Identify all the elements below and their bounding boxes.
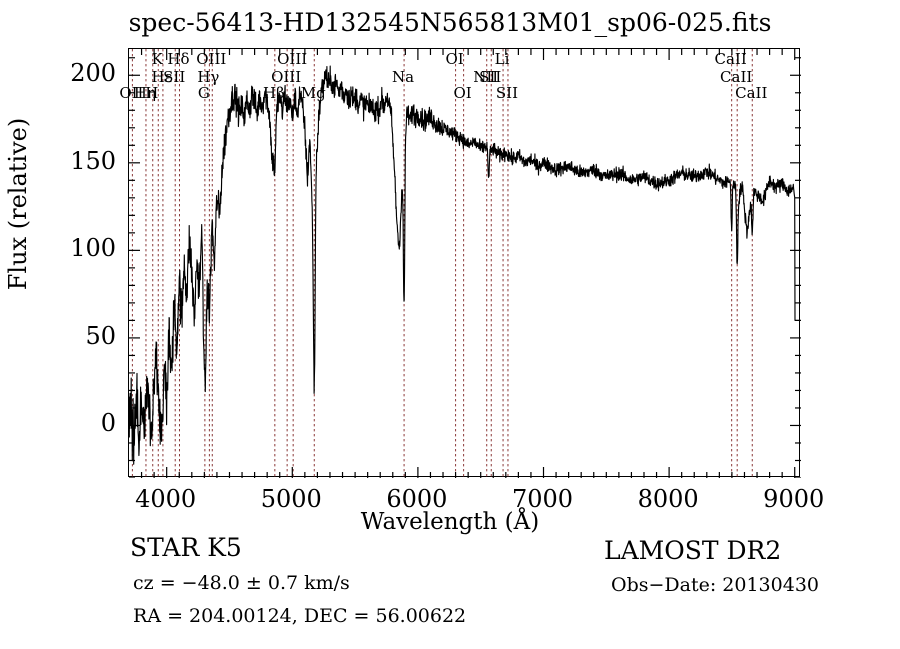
y-tick-0: 0 — [100, 409, 116, 438]
line-label-CaII-8542: CaII — [720, 68, 753, 86]
line-label-Li-6678: Li — [494, 50, 510, 68]
line-label-CaII-8662: CaII — [735, 84, 768, 102]
line-label-SII-6717: SII — [495, 84, 519, 102]
survey-name: LAMOST DR2 — [604, 536, 782, 565]
line-label-OI-6364: OI — [453, 84, 472, 102]
x-tick-9000: 9000 — [763, 485, 825, 513]
line-label-K-3933: K — [151, 50, 163, 68]
line-label-H-3889: H — [145, 84, 159, 102]
line-label-Mg-5175: Mg — [300, 84, 326, 102]
line-label-NII-6548: NII — [473, 68, 499, 86]
line-label-OIII-4959: OIII — [271, 68, 302, 86]
plot-area — [128, 48, 801, 478]
y-tick-100: 100 — [70, 234, 116, 263]
line-label-H-4340: Hγ — [197, 68, 220, 86]
line-label-OIII-4363: OIII — [196, 50, 227, 68]
line-label-Na-5890: Na — [392, 68, 415, 86]
line-label-H-4102: Hδ — [167, 50, 190, 68]
y-axis-label: Flux (relative) — [4, 117, 32, 291]
line-label-H-4861: Hβ — [262, 84, 285, 102]
coordinates: RA = 204.00124, DEC = 56.00622 — [133, 605, 467, 627]
line-label-OII-3727: OII — [119, 84, 144, 102]
x-tick-6000: 6000 — [386, 485, 448, 513]
figure-title: spec-56413-HD132545N565813M01_sp06-025.f… — [128, 8, 772, 37]
line-label-OIII-5007: OIII — [277, 50, 308, 68]
line-label-OI-6300: OI — [445, 50, 464, 68]
cz-value: cz = −48.0 ± 0.7 km/s — [133, 572, 350, 594]
object-class: STAR K5 — [130, 533, 242, 562]
x-tick-8000: 8000 — [637, 485, 699, 513]
x-axis-label: Wavelength (Å) — [360, 509, 540, 535]
x-tick-5000: 5000 — [260, 485, 322, 513]
line-label-G-4304: G — [197, 84, 210, 102]
obs-date: Obs−Date: 20130430 — [611, 574, 819, 596]
spectrum-canvas — [129, 49, 801, 478]
y-tick-200: 200 — [70, 59, 116, 88]
line-label-H-3970: Hε — [151, 68, 173, 86]
x-tick-4000: 4000 — [135, 485, 197, 513]
line-label-SII-6584: SII — [479, 68, 502, 86]
line-label-H-3835: Hη — [133, 84, 156, 102]
y-tick-50: 50 — [85, 321, 116, 350]
line-label-SII-4068: SII — [163, 68, 186, 86]
line-label-CaII-8498: CaII — [714, 50, 747, 68]
y-tick-150: 150 — [70, 146, 116, 175]
x-tick-7000: 7000 — [511, 485, 574, 513]
